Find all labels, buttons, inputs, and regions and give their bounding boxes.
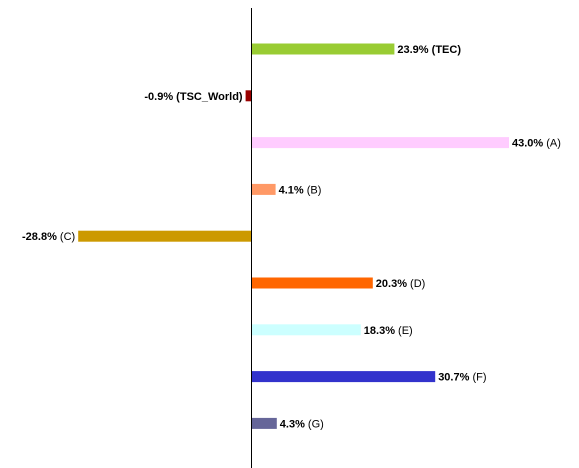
data-label-e: 18.3% (E) — [364, 325, 413, 337]
bar-tsc-world — [245, 90, 251, 102]
data-label-tec: 23.9% (TEC) — [397, 44, 461, 56]
bar-b — [251, 183, 276, 195]
data-label-b: 4.1% (B) — [279, 184, 322, 196]
bar-d — [251, 277, 373, 289]
bar-f — [251, 371, 436, 383]
bar-tec — [251, 43, 395, 55]
bar-c — [78, 230, 251, 242]
labels-group: 23.9% (TEC) -0.9% (TSC_World) 43.0% (A) 4.1… — [22, 44, 561, 430]
bars-group — [78, 43, 509, 429]
data-label-g: 4.3% (G) — [280, 418, 324, 430]
data-label-a: 43.0% (A) — [512, 138, 561, 150]
bar-e — [251, 324, 361, 336]
data-label-d: 20.3% (D) — [376, 278, 426, 290]
bar-g — [251, 417, 277, 429]
data-label-tsc-world: -0.9% (TSC_World) — [144, 91, 243, 103]
data-label-c: -28.8% (C) — [22, 231, 75, 243]
data-label-f: 30.7% (F) — [438, 372, 486, 384]
bar-a — [251, 137, 509, 149]
